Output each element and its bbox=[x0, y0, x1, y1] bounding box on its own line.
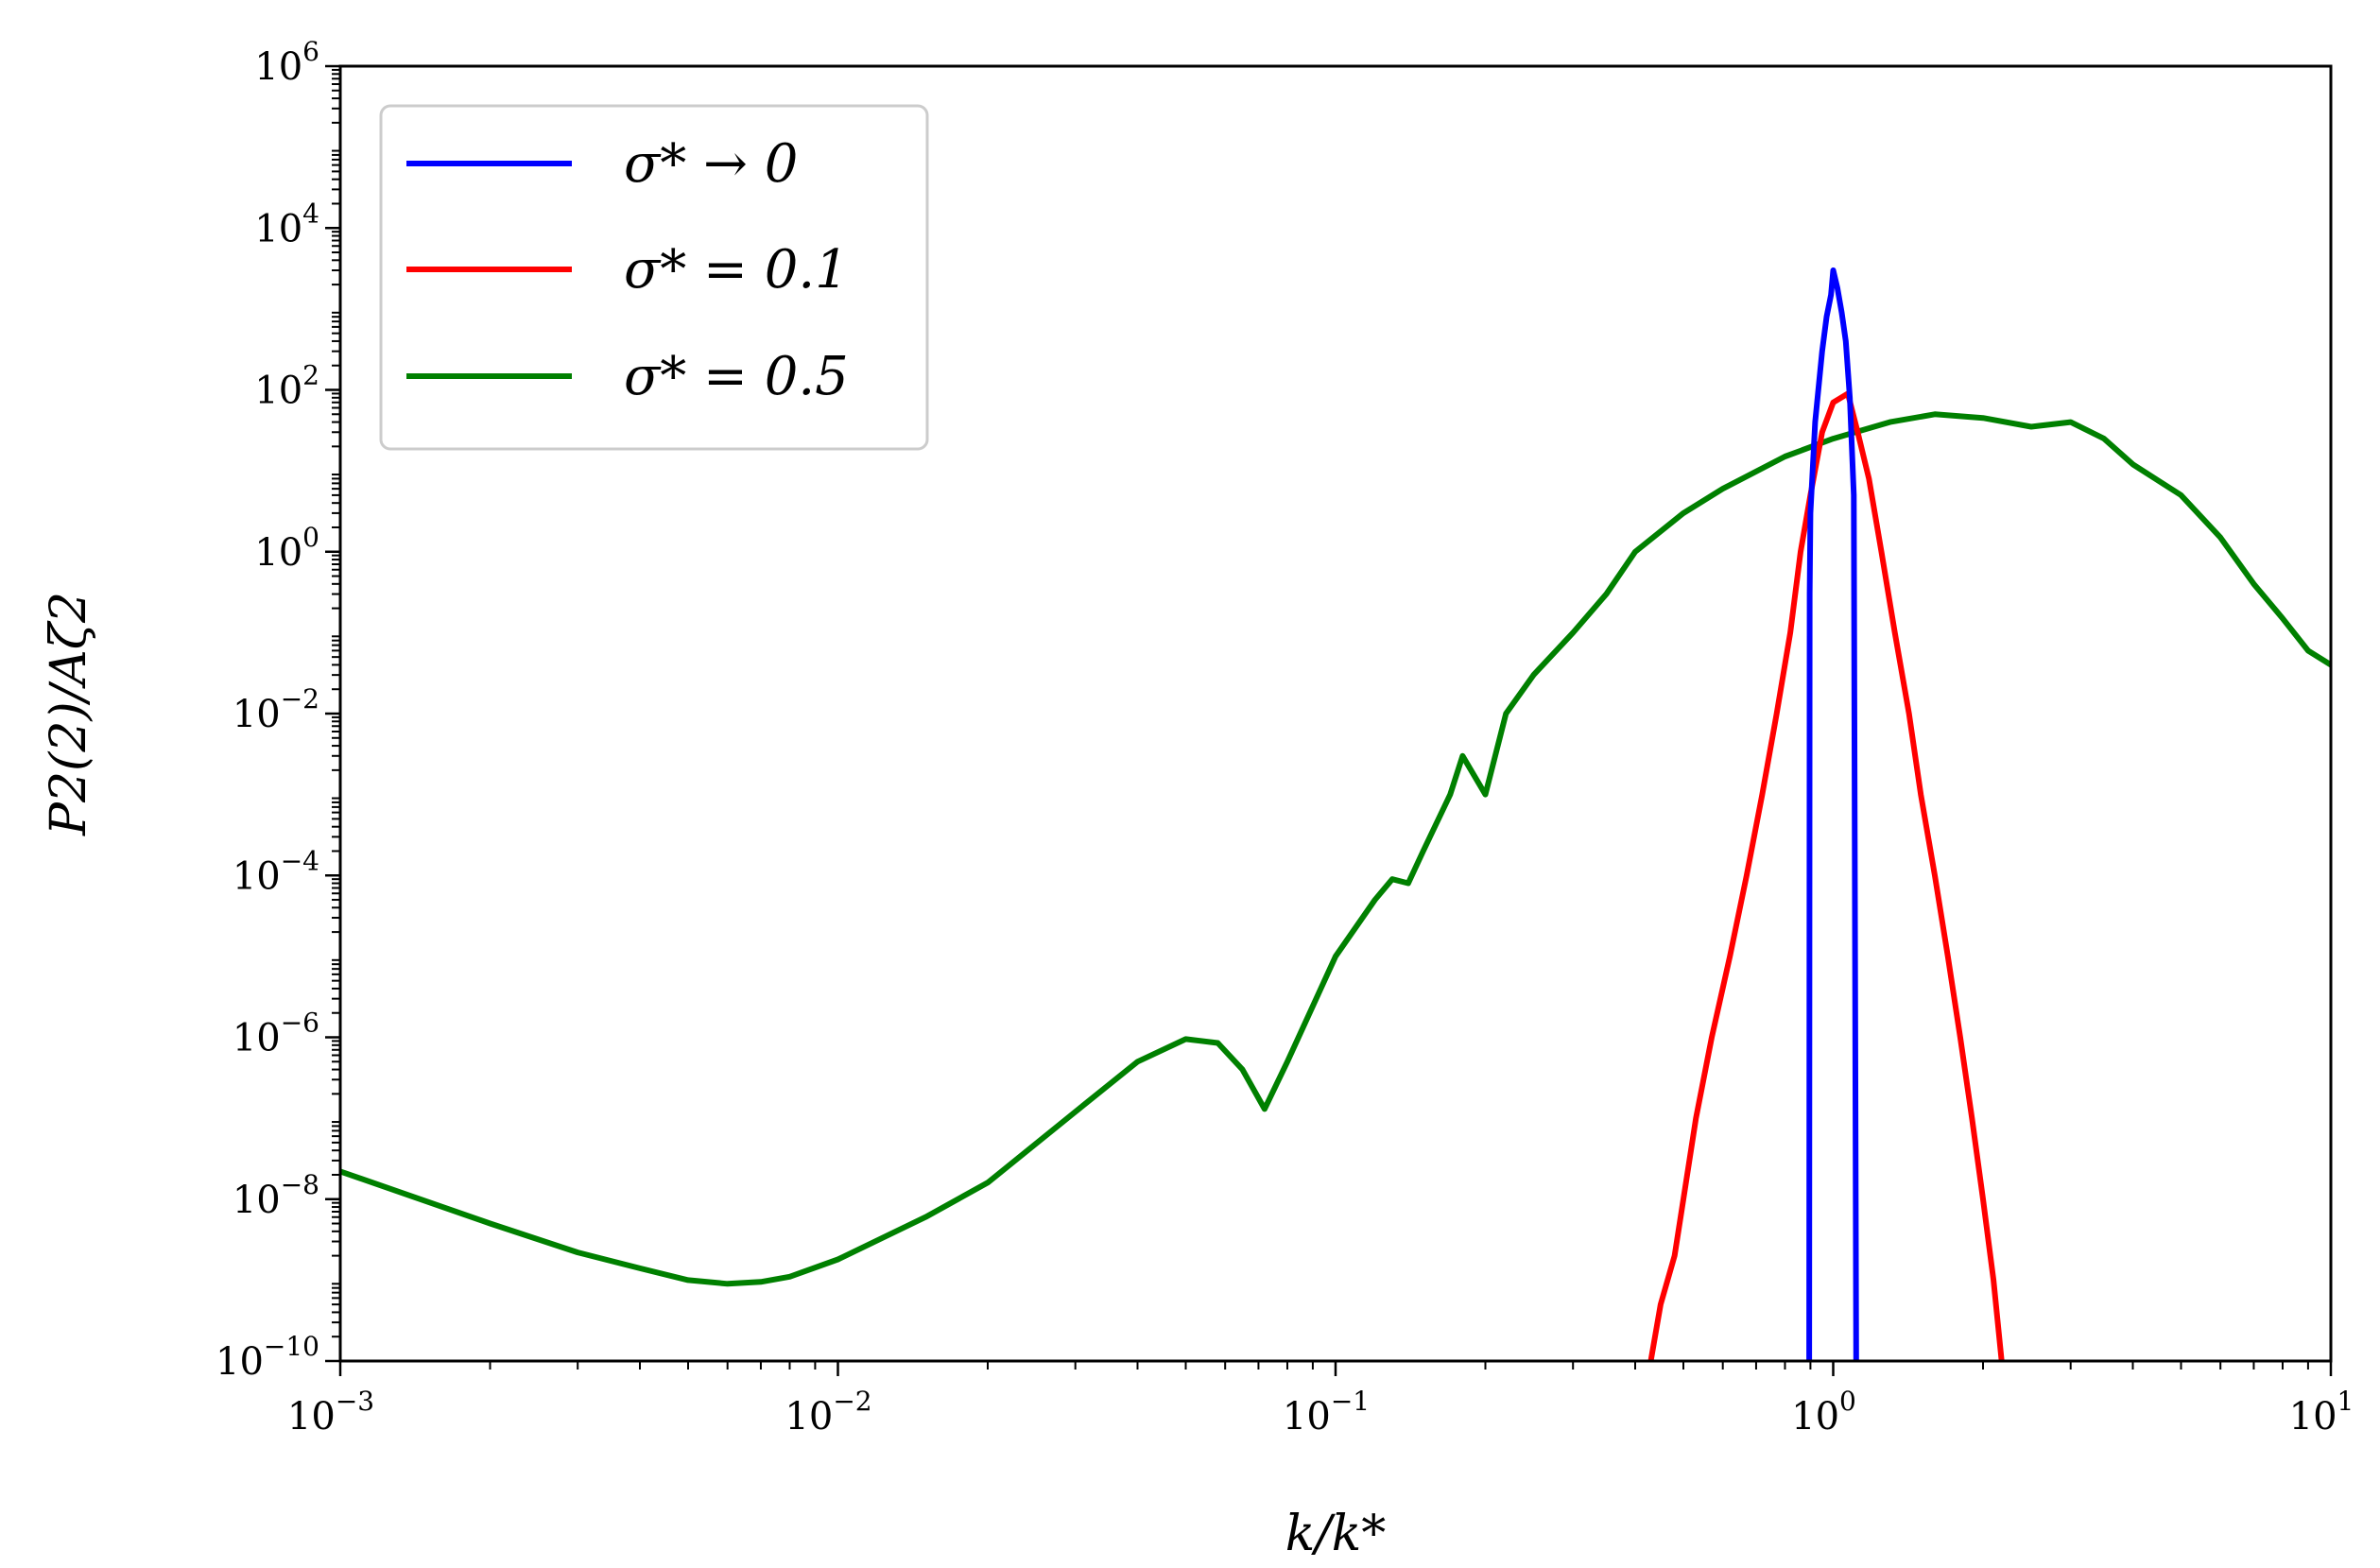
legend-box bbox=[379, 104, 929, 451]
y-axis-label: P2(2)/Aζ2 bbox=[41, 592, 97, 836]
series-line-3 bbox=[340, 411, 2331, 1287]
series-line-2 bbox=[1647, 390, 2005, 1361]
series-line-1 bbox=[1806, 267, 1859, 1361]
y-tick-label: 106 bbox=[254, 36, 319, 89]
legend-label-3: σ* = 0.5 bbox=[624, 346, 849, 407]
legend-label-2: σ* = 0.1 bbox=[624, 239, 849, 301]
x-tick-label: 10−2 bbox=[785, 1386, 871, 1439]
series-layer bbox=[340, 267, 2331, 1361]
legend: σ* → 0 σ* = 0.1 σ* = 0.5 bbox=[379, 104, 929, 451]
legend-label-1: σ* → 0 bbox=[624, 133, 798, 195]
y-tick-label: 102 bbox=[254, 360, 319, 413]
x-axis-label: k/k* bbox=[1285, 1506, 1387, 1562]
